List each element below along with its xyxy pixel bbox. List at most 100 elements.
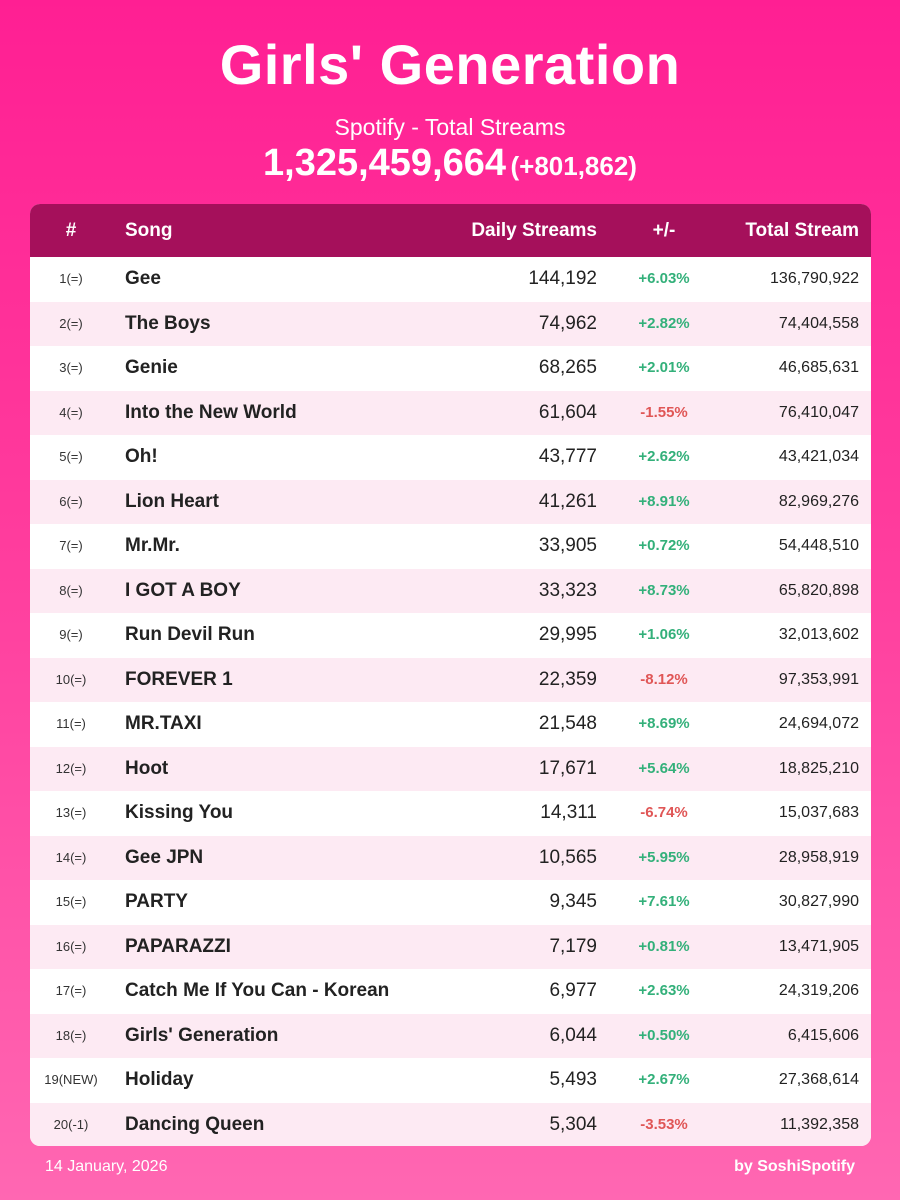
daily-streams-cell: 6,044 [549,1024,597,1046]
change-cell: +2.82% [638,314,690,332]
rank-cell: 17(=) [55,983,87,998]
total-stream-cell: 27,368,614 [778,1071,859,1088]
table-row: 20(-1) Dancing Queen 5,304 -3.53% 11,392,358 [30,1102,871,1146]
total-stream-cell: 76,410,047 [778,403,859,421]
daily-streams-cell: 17,671 [538,757,597,779]
total-streams: 1,325,459,664 (+801,862) [0,140,900,194]
song-cell: Oh! [125,446,158,467]
change-cell: +6.03% [638,270,690,287]
total-stream-cell: 97,353,991 [778,670,859,688]
total-streams-delta: (+801,862) [510,151,637,181]
daily-streams-cell: 41,261 [538,490,597,512]
table-row: 14(=) Gee JPN 10,565 +5.95% 28,958,919 [30,835,871,880]
rank-cell: 8(=) [59,582,83,598]
table-row: 3(=) Genie 68,265 +2.01% 46,685,631 [30,346,871,391]
change-cell: +2.62% [638,448,690,465]
rank-cell: 20(-1) [53,1116,89,1132]
table-row: 9(=) Run Devil Run 29,995 +1.06% 32,013,602 [30,613,871,658]
rank-cell: 7(=) [59,538,83,553]
total-stream-cell: 6,415,606 [787,1026,859,1044]
total-stream-cell: 74,404,558 [778,314,859,332]
change-cell: +0.81% [638,937,690,955]
daily-streams-cell: 144,192 [528,268,597,289]
change-cell: -6.74% [640,804,688,821]
song-cell: Gee JPN [125,846,204,868]
total-stream-cell: 24,694,072 [778,715,859,732]
song-cell: The Boys [125,312,211,334]
change-cell: -3.53% [640,1115,688,1133]
rank-cell: 15(=) [55,894,87,909]
total-stream-cell: 24,319,206 [778,982,859,999]
page-subtitle: Spotify - Total Streams [334,114,566,140]
total-stream-cell: 82,969,276 [778,492,859,510]
daily-streams-cell: 21,548 [538,713,597,734]
daily-streams-cell: 29,995 [538,624,597,645]
change-cell: -8.12% [640,670,688,688]
column-header-daily-streams: Daily Streams [471,220,597,241]
song-cell: Into the New World [125,401,297,423]
total-streams-value: 1,325,459,664 [263,142,507,184]
daily-streams-cell: 6,977 [549,980,597,1001]
daily-streams-cell: 61,604 [538,401,597,423]
song-cell: Gee [125,268,161,289]
change-cell: +0.50% [638,1026,690,1044]
page-title: Girls' Generation [219,33,681,96]
column-header-rank: # [65,220,77,241]
total-stream-cell: 13,471,905 [778,937,859,955]
change-cell: +5.95% [638,848,690,866]
table-body: 1(=) Gee 144,192 +6.03% 136,790,922 2(=) The B… [30,257,871,1146]
column-header-change: +/- [652,220,676,241]
rank-cell: 14(=) [55,849,87,865]
daily-streams-cell: 43,777 [538,446,597,467]
rank-cell: 6(=) [59,493,83,509]
daily-streams-cell: 9,345 [549,891,597,912]
rank-cell: 4(=) [59,404,83,420]
rank-cell: 11(=) [56,716,86,731]
total-stream-cell: 15,037,683 [778,804,859,821]
rank-cell: 2(=) [59,315,83,331]
daily-streams-cell: 5,304 [549,1113,597,1135]
table-row: 19(NEW) Holiday 5,493 +2.67% 27,368,614 [30,1058,871,1103]
total-stream-cell: 65,820,898 [778,581,859,599]
daily-streams-cell: 5,493 [549,1069,597,1090]
table-row: 10(=) FOREVER 1 22,359 -8.12% 97,353,991 [30,657,871,702]
song-cell: PAPARAZZI [125,935,231,957]
song-cell: Run Devil Run [125,624,255,645]
table-header: # Song Daily Streams +/- Total Stream [30,204,871,257]
total-stream-cell: 32,013,602 [778,626,859,643]
song-cell: Genie [125,357,178,378]
change-cell: +2.63% [638,982,690,999]
table-row: 11(=) MR.TAXI 21,548 +8.69% 24,694,072 [30,702,871,747]
rank-cell: 12(=) [55,760,87,776]
total-stream-cell: 11,392,358 [780,1115,859,1133]
daily-streams-cell: 33,323 [538,579,597,601]
change-cell: +8.73% [638,581,690,599]
song-cell: FOREVER 1 [125,668,233,690]
table-row: 6(=) Lion Heart 41,261 +8.91% 82,969,276 [30,479,871,524]
change-cell: +7.61% [638,893,690,910]
song-cell: Holiday [125,1069,194,1090]
song-cell: PARTY [125,891,188,912]
total-stream-cell: 30,827,990 [778,893,859,910]
table-row: 8(=) I GOT A BOY 33,323 +8.73% 65,820,898 [30,568,871,613]
rank-cell: 13(=) [55,805,87,820]
daily-streams-cell: 68,265 [538,357,597,378]
daily-streams-cell: 10,565 [538,846,597,868]
total-stream-cell: 136,790,922 [770,270,859,287]
table-row: 16(=) PAPARAZZI 7,179 +0.81% 13,471,905 [30,924,871,969]
rank-cell: 3(=) [59,360,83,375]
footer-credit: by SoshiSpotify [734,1158,855,1175]
table-row: 7(=) Mr.Mr. 33,905 +0.72% 54,448,510 [30,524,871,569]
daily-streams-cell: 7,179 [549,935,597,957]
daily-streams-cell: 22,359 [538,668,597,690]
footer-date: 14 January, 2026 [45,1158,168,1175]
table-row: 12(=) Hoot 17,671 +5.64% 18,825,210 [30,746,871,791]
rank-cell: 10(=) [55,671,87,687]
song-cell: Kissing You [125,802,234,823]
table-row: 18(=) Girls' Generation 6,044 +0.50% 6,415,6… [30,1013,871,1058]
rank-cell: 16(=) [55,938,87,954]
table-row: 13(=) Kissing You 14,311 -6.74% 15,037,683 [30,791,871,836]
song-cell: Mr.Mr. [125,535,180,556]
daily-streams-cell: 33,905 [538,535,597,556]
table-row: 4(=) Into the New World 61,604 -1.55% 76,410… [30,390,871,435]
